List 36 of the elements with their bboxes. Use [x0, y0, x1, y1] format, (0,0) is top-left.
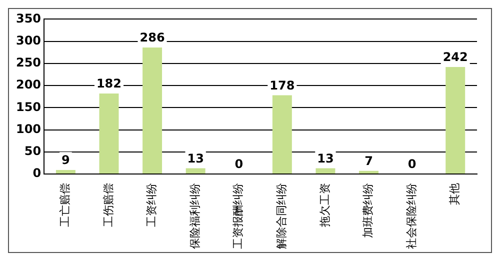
x-tick-label: 工伤赔偿	[102, 183, 115, 227]
bar	[316, 168, 336, 174]
y-tick-label: 250	[16, 56, 42, 70]
data-label: 286	[140, 30, 165, 45]
bar	[99, 94, 119, 174]
bar	[56, 170, 76, 174]
data-label: 0	[234, 157, 244, 172]
x-tick-label: 工资纠纷	[145, 183, 158, 227]
y-tick-label: 50	[24, 144, 42, 158]
data-label: 182	[96, 76, 122, 91]
x-tick-label: 加班费纠纷	[362, 183, 375, 238]
data-label: 242	[442, 50, 468, 64]
data-label: 7	[364, 154, 373, 168]
bar	[359, 170, 379, 174]
x-tick-label: 其他	[448, 183, 462, 205]
data-label: 9	[62, 153, 70, 168]
y-tick-label: 100	[16, 122, 42, 136]
x-tick-label: 解除合同纠纷	[275, 183, 288, 249]
bar	[446, 66, 466, 174]
y-tick-label: 300	[16, 33, 42, 48]
x-tick-label: 保险福利纠纷	[188, 183, 202, 249]
data-label: 13	[187, 151, 204, 166]
bar	[186, 168, 206, 174]
y-tick-label: 200	[16, 78, 42, 92]
bar	[272, 95, 292, 174]
y-tick-label: 150	[16, 100, 42, 114]
x-tick-label: 社会保险纠纷	[404, 183, 418, 249]
data-label: 13	[317, 151, 334, 166]
x-tick-label: 工亡赔偿	[58, 183, 72, 227]
bar	[142, 48, 162, 174]
data-label: 0	[408, 157, 416, 172]
y-tick-label: 0	[32, 166, 42, 180]
y-tick-label: 350	[16, 11, 42, 26]
x-tick-label: 拖欠工资	[318, 183, 332, 228]
data-label: 178	[270, 78, 295, 92]
x-tick-label: 工资报酬纠纷	[232, 183, 245, 249]
